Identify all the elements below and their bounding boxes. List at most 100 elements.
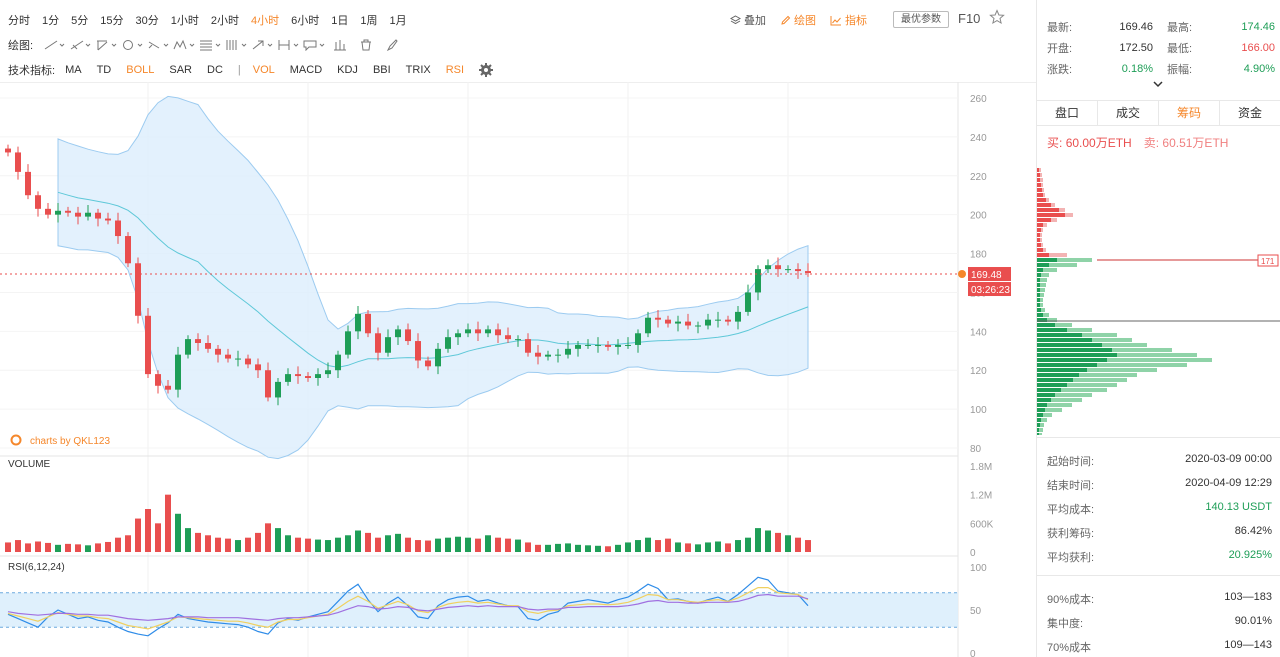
- volume-bar: [105, 541, 111, 552]
- volume-bar: [85, 545, 91, 552]
- candle: [405, 323, 411, 345]
- sell-summary: 卖: 60.51万ETH: [1144, 134, 1229, 151]
- note-tool[interactable]: [301, 36, 327, 54]
- volume-bar: [705, 542, 711, 552]
- timeframe-11[interactable]: 1月: [389, 15, 407, 27]
- volume-bar: [745, 537, 751, 552]
- expand-button[interactable]: [1152, 80, 1164, 93]
- volume-bar: [305, 538, 311, 552]
- candle: [485, 325, 491, 338]
- cost90-value: 103—183: [1224, 591, 1272, 603]
- indicator-kdj[interactable]: KDJ: [337, 63, 358, 76]
- volume-bar: [685, 543, 691, 552]
- candle: [455, 329, 461, 345]
- indicator-trix[interactable]: TRIX: [405, 63, 431, 76]
- measure-tool[interactable]: [327, 36, 353, 54]
- chip-bar-loss: [1037, 248, 1043, 252]
- price-tick-3: 200: [970, 211, 987, 222]
- end-time-value: 2020-04-09 12:29: [1185, 477, 1272, 489]
- chip-bar-profit: [1037, 273, 1049, 277]
- draw-button[interactable]: 绘图: [780, 12, 816, 28]
- chip-bar-profit: [1037, 433, 1042, 435]
- main-chart[interactable]: 26024022020018016014012010080169.4803:26…: [0, 82, 1036, 657]
- timeframe-1[interactable]: 1分: [42, 15, 60, 27]
- timeframe-7[interactable]: 4小时: [251, 15, 280, 27]
- indicator-dc[interactable]: DC: [207, 63, 223, 76]
- gann-tool[interactable]: [223, 36, 249, 54]
- indicator-ma[interactable]: MA: [65, 63, 82, 76]
- overlay-button[interactable]: 叠加: [730, 12, 766, 28]
- timeframe-4[interactable]: 30分: [135, 15, 159, 27]
- arrow-tool[interactable]: [145, 36, 171, 54]
- candle: [65, 206, 71, 217]
- gear-icon[interactable]: [479, 62, 494, 77]
- buy-summary: 买: 60.00万ETH: [1047, 134, 1132, 151]
- timeframe-3[interactable]: 15分: [100, 15, 124, 27]
- f10-button[interactable]: F10: [958, 11, 981, 26]
- timeframe-9[interactable]: 1日: [331, 15, 349, 27]
- volume-bar: [615, 544, 621, 552]
- chip-bar-loss: [1037, 208, 1059, 212]
- pattern-tool[interactable]: [171, 36, 197, 54]
- boll-mid-line: [57, 191, 809, 368]
- rsi-band: [0, 592, 958, 628]
- candle: [285, 368, 291, 386]
- channel-tool[interactable]: [93, 36, 119, 54]
- profit-ratio-value: 86.42%: [1234, 525, 1272, 537]
- circle-tool[interactable]: [119, 36, 145, 54]
- chip-bar-loss: [1037, 403, 1047, 407]
- chip-bar-loss: [1037, 433, 1039, 435]
- latest-params-button[interactable]: 最优参数: [893, 11, 949, 28]
- candle: [665, 315, 671, 328]
- brush-tool[interactable]: [379, 36, 405, 54]
- timeframe-5[interactable]: 1小时: [170, 15, 199, 27]
- timeframe-0[interactable]: 分时: [8, 15, 30, 27]
- arrow-draw-tool[interactable]: [249, 36, 275, 54]
- candle: [475, 321, 481, 342]
- indicator-vol[interactable]: VOL: [252, 63, 275, 76]
- ray-tool[interactable]: [67, 36, 93, 54]
- candle: [245, 354, 251, 369]
- volume-bar: [535, 544, 541, 552]
- favorite-button[interactable]: [989, 9, 1005, 28]
- volume-bar: [635, 540, 641, 552]
- volume-tick-3: 0: [970, 548, 976, 559]
- open-label: 开盘:: [1047, 43, 1073, 55]
- chip-bar-profit: [1037, 428, 1043, 432]
- timeframe-10[interactable]: 1周: [360, 15, 378, 27]
- indicator-bbi[interactable]: BBI: [372, 63, 391, 76]
- chip-bar-loss: [1037, 333, 1082, 337]
- range-tool[interactable]: [275, 36, 301, 54]
- tab-1[interactable]: 成交: [1098, 101, 1159, 125]
- tab-0[interactable]: 盘口: [1037, 101, 1098, 125]
- circle-icon: [123, 40, 143, 50]
- timeframe-6[interactable]: 2小时: [210, 15, 239, 27]
- indicator-sar[interactable]: SAR: [169, 63, 192, 76]
- line-tool[interactable]: [41, 36, 67, 54]
- timeframe-8[interactable]: 6小时: [291, 15, 320, 27]
- cost90-label: 90%成本:: [1047, 594, 1095, 606]
- tab-2[interactable]: 筹码: [1159, 101, 1220, 125]
- indicator-macd[interactable]: MACD: [289, 63, 323, 76]
- chip-bar-loss: [1037, 193, 1043, 197]
- fib-tool[interactable]: [197, 36, 223, 54]
- indicator-rsi[interactable]: RSI: [445, 63, 465, 76]
- quote-row-2: 开盘: 172.50 最低: 166.00: [1047, 38, 1275, 58]
- fibonacci-icon: [200, 40, 221, 51]
- open-value: 172.50: [1119, 42, 1153, 54]
- candle: [255, 358, 261, 378]
- indicator-button[interactable]: 指标: [830, 12, 867, 28]
- concentration-row: 集中度: 90.01%: [1047, 615, 1272, 631]
- delete-tool[interactable]: [353, 36, 379, 54]
- chip-bar-loss: [1037, 263, 1049, 267]
- quote-row-1: 最新: 169.46 最高: 174.46: [1047, 17, 1275, 37]
- pattern-icon: [173, 39, 195, 50]
- indicator-boll[interactable]: BOLL: [126, 63, 155, 76]
- candle: [435, 343, 441, 375]
- indicator-td[interactable]: TD: [96, 63, 112, 76]
- chip-bar-loss: [1037, 183, 1041, 187]
- chip-bar-loss: [1037, 348, 1112, 352]
- timeframe-2[interactable]: 5分: [71, 15, 89, 27]
- tab-3[interactable]: 资金: [1237, 106, 1262, 120]
- volume-bar: [115, 537, 121, 552]
